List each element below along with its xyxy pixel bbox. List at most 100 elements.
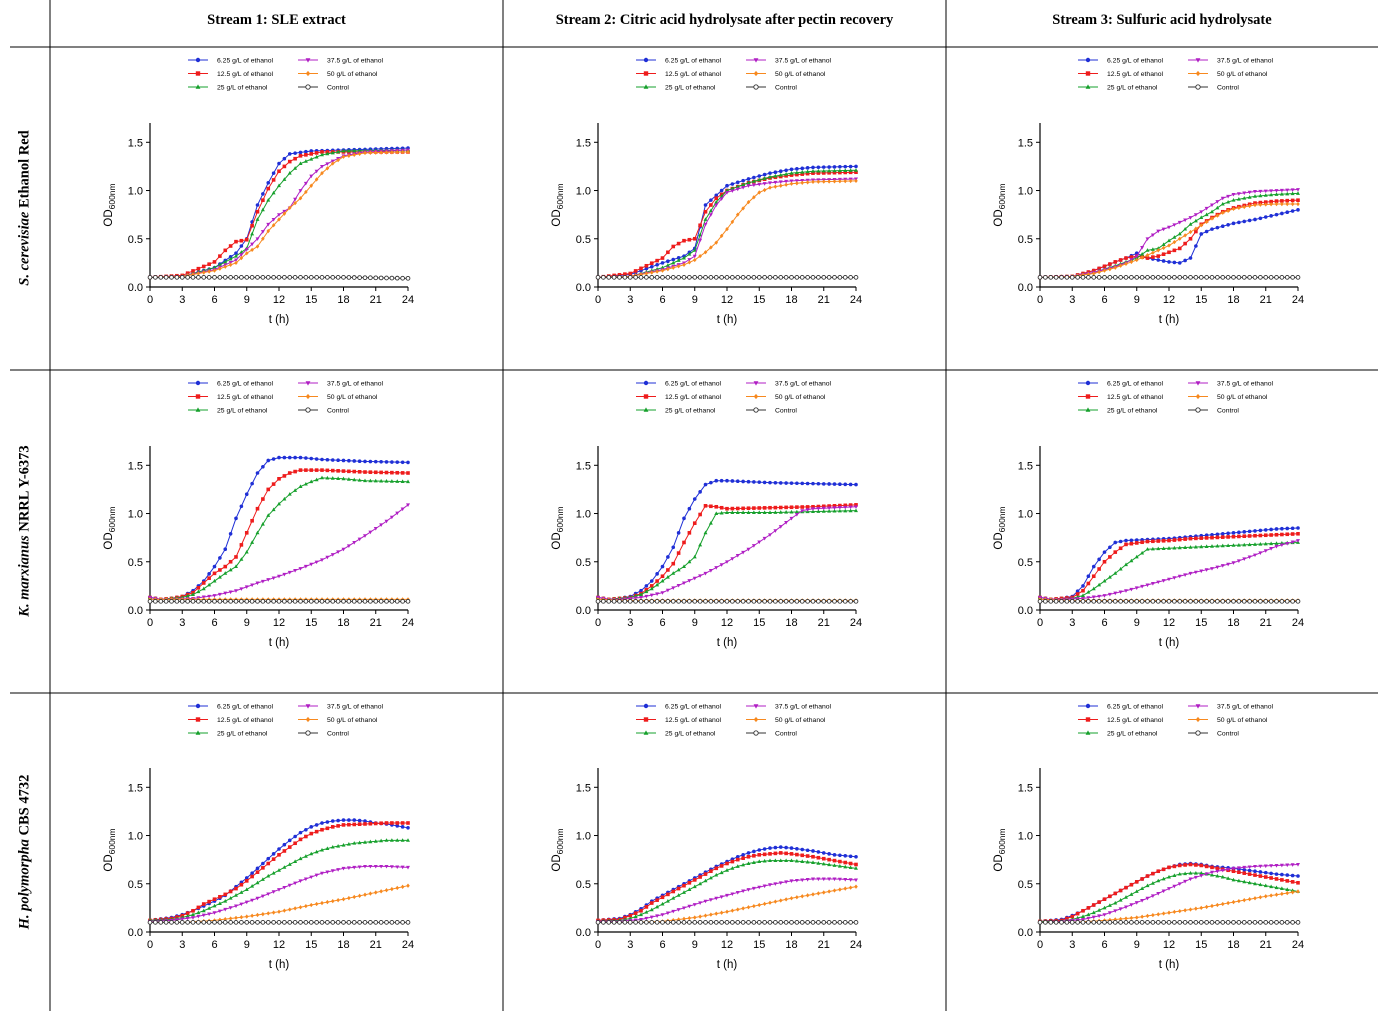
data-point [1226, 900, 1230, 906]
data-point [1220, 920, 1226, 925]
data-point [1097, 908, 1102, 912]
column-header-stream-1: Stream 1: SLE extract [207, 12, 346, 28]
data-point [277, 217, 281, 222]
data-point [1091, 275, 1097, 280]
legend-label: 37.5 g/L of ethanol [775, 381, 832, 388]
data-point [255, 530, 260, 535]
data-point [190, 598, 196, 604]
axis-lines [1039, 446, 1298, 611]
data-point [1183, 879, 1188, 884]
data-point [638, 275, 644, 280]
data-point [239, 238, 244, 243]
data-point [384, 470, 389, 475]
data-point [1296, 201, 1300, 207]
data-point [1285, 526, 1290, 531]
data-point [320, 827, 324, 832]
data-point [1139, 920, 1145, 925]
data-point [746, 598, 751, 604]
x-tick-label: 18 [337, 939, 349, 951]
data-point [1118, 546, 1123, 551]
data-point [848, 920, 853, 925]
data-point [314, 457, 319, 461]
data-point [341, 148, 346, 153]
data-point [314, 829, 319, 834]
x-tick-label: 9 [1134, 617, 1140, 629]
data-point [848, 865, 853, 870]
data-point [1253, 542, 1257, 546]
data-point [271, 910, 276, 915]
data-point [244, 585, 249, 590]
data-point [282, 572, 287, 577]
data-point [266, 198, 271, 202]
data-point [639, 592, 643, 597]
data-point [1199, 232, 1204, 236]
data-point [346, 148, 351, 153]
data-point [1274, 527, 1279, 531]
legend-marker [643, 380, 649, 386]
y-axis-label: OD600nm [993, 506, 1007, 549]
data-point [314, 477, 319, 482]
data-point [282, 211, 287, 216]
data-point [606, 920, 612, 925]
data-point [1150, 233, 1155, 238]
data-point [244, 237, 249, 242]
data-point [773, 598, 778, 604]
data-point [363, 819, 367, 823]
data-point [158, 275, 164, 280]
data-point [239, 504, 244, 509]
data-point [1269, 541, 1274, 546]
data-point [676, 275, 681, 280]
data-point [1102, 264, 1107, 269]
data-point [217, 575, 222, 579]
data-point [1086, 574, 1091, 579]
x-tick-label: 24 [402, 294, 414, 306]
data-point [708, 213, 713, 217]
data-point [1215, 532, 1220, 537]
data-point [271, 507, 276, 512]
data-point [778, 481, 783, 485]
x-tick-label: 0 [147, 939, 153, 951]
data-point [595, 275, 601, 280]
data-point [1258, 216, 1263, 221]
data-point [1204, 219, 1209, 225]
legend-label: 37.5 g/L of ethanol [775, 704, 832, 711]
data-point [379, 889, 383, 894]
legend-marker [1195, 704, 1201, 709]
data-point [217, 901, 222, 905]
data-point [687, 531, 692, 535]
data-point [1269, 871, 1273, 876]
data-point [827, 504, 831, 508]
data-point [794, 509, 799, 514]
data-point [1150, 247, 1155, 251]
data-point [244, 876, 249, 880]
data-point [1118, 916, 1123, 922]
data-point [741, 856, 745, 860]
data-point [655, 263, 659, 267]
data-point [789, 920, 794, 925]
data-point [746, 547, 751, 552]
data-point [1124, 589, 1128, 593]
data-point [282, 474, 287, 478]
data-point [708, 598, 714, 604]
x-tick-label: 15 [753, 617, 765, 629]
data-point [1150, 598, 1156, 604]
data-point [314, 920, 319, 925]
data-point [1252, 598, 1258, 604]
data-point [1253, 864, 1257, 869]
data-point [336, 843, 341, 848]
data-point [1220, 224, 1225, 229]
legend-marker [1085, 84, 1091, 89]
data-point [789, 179, 794, 184]
y-tick-label: 0.0 [1018, 927, 1033, 939]
data-point [1290, 863, 1295, 867]
data-point [1220, 210, 1225, 215]
data-point [379, 821, 383, 826]
x-tick-label: 18 [1227, 294, 1239, 306]
data-point [682, 883, 686, 888]
data-point [1285, 210, 1290, 215]
data-point [352, 469, 357, 474]
data-point [789, 879, 794, 884]
data-point [768, 883, 772, 887]
data-point [811, 504, 815, 509]
series [148, 838, 410, 922]
